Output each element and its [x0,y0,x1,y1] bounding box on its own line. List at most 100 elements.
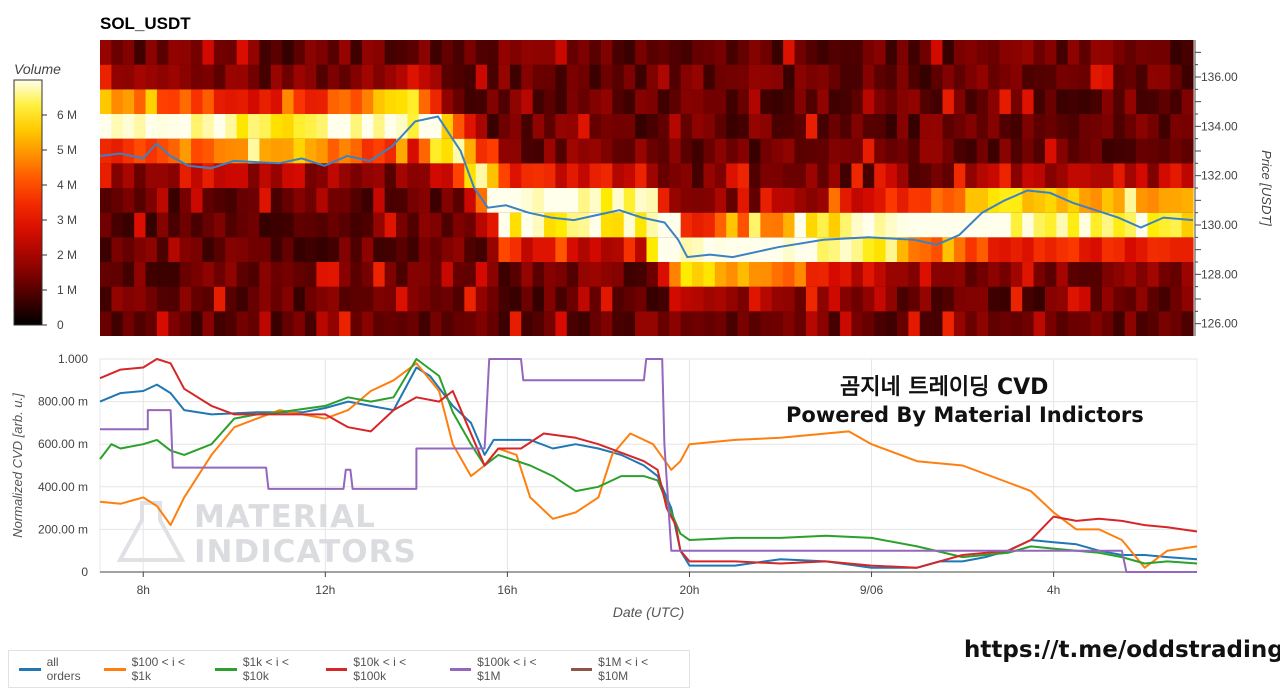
heatmap-cell [1181,163,1194,188]
heatmap-cell [794,188,807,213]
legend-item[interactable]: $100 < i < $1k [104,655,206,683]
heatmap-cell [236,311,249,336]
heatmap-cell [612,89,625,114]
heatmap-cell [487,212,500,238]
heatmap-cell [498,114,511,139]
heatmap-cell [373,64,386,90]
heatmap-cell [248,188,260,213]
heatmap-cell [1113,311,1126,336]
heatmap-cell [1010,212,1023,238]
heatmap-cell [339,286,352,312]
cvd-y-axis-label: Normalized CVD [arb. u.] [10,393,25,538]
heatmap-cell [441,262,454,287]
heatmap-cell [361,262,374,287]
heatmap-cell [1033,64,1046,90]
heatmap-cell [555,286,568,312]
heatmap-cell [270,286,283,312]
heatmap-cell [236,114,249,139]
price-axis-label: Price [USDT] [1259,150,1274,226]
heatmap-cell [851,89,864,114]
heatmap-cell [407,212,420,238]
heatmap-cell [896,138,909,164]
heatmap-cell [874,237,887,262]
legend-label: $100 < i < $1k [131,655,185,683]
heatmap-cell [509,114,522,139]
heatmap-cell [589,286,602,312]
heatmap-cell [293,64,306,90]
heatmap-cell [874,64,887,90]
heatmap-cell [783,262,796,287]
heatmap-cell [396,64,409,90]
cvd-y-tick-label: 800.00 m [38,395,88,409]
heatmap-cell [122,138,135,164]
heatmap-cell [1181,114,1194,139]
heatmap-cell [953,40,966,65]
heatmap-cell [1101,286,1114,312]
heatmap-cell [452,311,465,336]
heatmap-cell [396,138,409,164]
heatmap-cell [339,89,352,114]
heatmap-cell [270,89,283,114]
heatmap-cell [908,212,921,238]
heatmap-cell [623,237,636,262]
heatmap-cell [361,286,374,312]
heatmap-cell [623,262,636,287]
heatmap-cell [771,286,784,312]
heatmap-cell [191,64,204,90]
heatmap-cell [452,163,465,188]
heatmap-cell [953,286,966,312]
heatmap-cell [919,262,932,287]
heatmap-cell [498,163,511,188]
heatmap-cell [919,138,932,164]
heatmap-cell [566,89,579,114]
heatmap-cell [1158,212,1171,238]
heatmap-cell [407,163,420,188]
heatmap-cell [373,114,386,139]
heatmap-cell [270,163,283,188]
heatmap-cell [1056,89,1069,114]
heatmap-cell [464,212,477,238]
watermark-line2: INDICATORS [194,534,417,570]
heatmap-cell [748,163,761,188]
heatmap-cell [225,212,238,238]
heatmap-cell [726,212,739,238]
heatmap-cell [384,262,397,287]
heatmap-cell [578,64,591,90]
legend-swatch [325,667,348,671]
heatmap-cell [282,163,295,188]
heatmap-cell [737,163,750,188]
heatmap-cells [100,40,1194,336]
heatmap-cell [168,262,181,287]
heatmap-cell [1010,262,1023,287]
heatmap-cell [760,188,773,213]
legend-item[interactable]: $1M < i < $10M [570,655,680,683]
heatmap-cell [327,286,340,312]
legend-item[interactable]: $1k < i < $10k [215,655,317,683]
heatmap-cell [783,64,796,90]
heatmap-cell [521,286,534,312]
heatmap-cell [1022,114,1035,139]
heatmap-cell [555,262,568,287]
footer-url[interactable]: https://t.me/oddstrading2 [964,637,1280,663]
legend-item[interactable]: all orders [19,655,95,683]
heatmap-cell [817,114,830,139]
heatmap-cell [179,188,192,213]
heatmap-cell [612,114,625,139]
heatmap-cell [441,64,454,90]
heatmap-cell [1022,262,1035,287]
heatmap-cell [988,286,1001,312]
legend-item[interactable]: $100k < i < $1M [449,655,562,683]
heatmap-cell [657,237,670,262]
heatmap-cell [874,138,887,164]
heatmap-cell [931,40,944,65]
heatmap-cell [487,40,500,65]
heatmap-cell [145,311,158,336]
heatmap-cell [999,262,1012,287]
legend-item[interactable]: $10k < i < $100k [325,655,441,683]
heatmap-cell [1147,286,1160,312]
heatmap-cell [737,40,750,65]
heatmap-cell [1181,89,1194,114]
heatmap-cell [931,262,944,287]
heatmap-cell [521,40,534,65]
heatmap-cell [931,237,944,262]
